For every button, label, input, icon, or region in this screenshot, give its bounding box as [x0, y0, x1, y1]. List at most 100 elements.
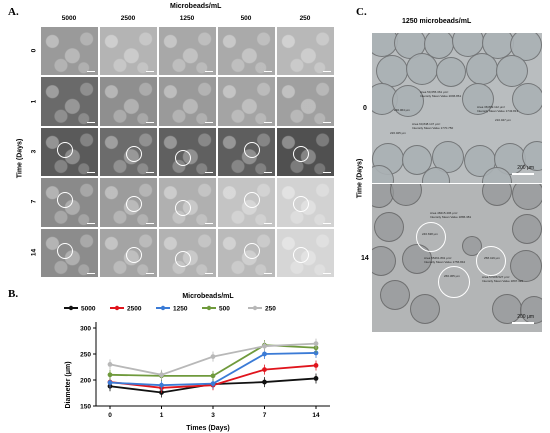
c14-annotation-3: Area 57088.527 μm² Intensity Mean Value …	[482, 275, 524, 283]
scale-bar	[264, 222, 272, 224]
measure-ring	[244, 141, 260, 158]
microbead	[406, 53, 438, 85]
micrograph-day3-1250	[158, 126, 217, 178]
c14-scale-text: 200 μm	[517, 314, 534, 320]
data-point-1250-day-14	[313, 350, 319, 356]
c0-diameter-1: 230.064 μm	[394, 108, 410, 112]
panel-c-letter: C.	[356, 6, 367, 18]
scale-bar	[264, 121, 272, 123]
grid-header: Microbeads/mL	[170, 3, 222, 10]
column-label-5000: 5000	[61, 15, 77, 22]
y-tick-label: 300	[80, 326, 91, 333]
legend-marker-2500	[114, 305, 120, 311]
scale-bar	[205, 222, 213, 224]
micrograph-day0-1250	[158, 26, 217, 77]
microbead	[494, 143, 526, 175]
microbead	[436, 57, 466, 87]
legend-marker-250	[252, 305, 258, 311]
legend-label-5000: 5000	[81, 306, 96, 313]
column-label-250: 250	[299, 15, 311, 22]
microscopy-grid	[40, 26, 336, 278]
scale-bar	[87, 272, 95, 274]
micrograph-day7-500	[217, 177, 276, 228]
microbead	[462, 83, 494, 115]
c0-annotation-3: Area 60,848.147 μm² Intensity Mean Value…	[412, 122, 454, 130]
row-label-day-0: 0	[30, 48, 38, 53]
microbead	[462, 236, 482, 256]
x-tick-label: 0	[108, 412, 112, 419]
microbead	[380, 280, 410, 310]
data-point-2500-day-7	[262, 367, 267, 372]
y-axis-label: Diameter (μm)	[65, 361, 72, 408]
panel-c-row-axis-label: Time (Days)	[356, 158, 364, 199]
micrograph-day14-2500	[99, 227, 158, 278]
c14-measure-ring-1	[416, 222, 446, 252]
measure-ring	[175, 200, 191, 217]
data-point-250-day-7	[262, 343, 267, 349]
micrograph-day14-500	[217, 227, 276, 278]
microbead	[374, 212, 404, 242]
scale-bar	[323, 71, 331, 73]
measure-ring	[126, 196, 142, 213]
micrograph-day1-5000	[40, 76, 99, 127]
c14-annotation-2: Area 55461.891 μm² Intensity Mean Value …	[424, 256, 466, 264]
data-point-1250-day-0	[107, 380, 113, 385]
y-tick-label: 150	[80, 404, 91, 411]
scale-bar	[323, 172, 331, 174]
microbead	[466, 53, 498, 85]
legend-marker-1250	[160, 305, 166, 311]
scale-bar	[264, 172, 272, 174]
c0-annotation-1: Area 59,655.361 μm² Intensity Mean Value…	[420, 90, 462, 98]
micrograph-day7-5000	[40, 177, 99, 228]
microbead	[512, 214, 542, 244]
measure-ring	[126, 246, 142, 263]
scale-bar	[87, 121, 95, 123]
scale-bar	[146, 172, 154, 174]
data-point-250-day-0	[107, 362, 113, 367]
microbead	[402, 244, 432, 274]
c0-scale-bar	[512, 173, 534, 175]
scale-bar	[146, 71, 154, 73]
measure-ring	[293, 145, 309, 162]
c14-annotation-1: Area 48415.406 μm² Intensity Mean Value …	[430, 211, 472, 219]
data-point-2500-day-14	[313, 363, 319, 368]
micrograph-day3-2500	[99, 126, 158, 178]
data-point-500-day-3	[210, 373, 216, 379]
data-point-1250-day-3	[210, 381, 216, 387]
measure-ring	[175, 149, 191, 166]
micrograph-day14-250	[276, 227, 335, 278]
chart-axes: 150 200 250 300 0 1 3 7 14	[80, 322, 330, 419]
scale-bar	[264, 71, 272, 73]
micrograph-day3-5000	[40, 126, 99, 178]
y-tick-label: 200	[80, 378, 91, 385]
x-tick-label: 1	[160, 412, 164, 419]
measure-ring	[244, 242, 260, 259]
diameter-line-chart: Microbeads/mL 5000 2500 1250 500 250 1502002…	[64, 293, 330, 432]
scale-bar	[264, 272, 272, 274]
legend-label-1250: 1250	[173, 306, 188, 313]
data-point-5000-day-7	[262, 379, 267, 385]
microbead	[392, 85, 424, 117]
micrograph-day7-250	[276, 177, 335, 228]
x-axis-label: Times (Days)	[186, 425, 229, 432]
microbead	[496, 55, 528, 87]
data-point-250-day-14	[313, 341, 319, 346]
c14-measure-ring-3	[438, 266, 470, 298]
data-point-250-day-3	[210, 354, 216, 359]
panel-c-title: 1250 microbeads/mL	[402, 18, 472, 25]
micrograph-day3-250	[276, 126, 335, 178]
micrograph-day0-5000	[40, 26, 99, 77]
scale-bar	[87, 71, 95, 73]
microbead	[482, 184, 512, 206]
measure-ring	[175, 250, 191, 267]
micrograph-day0-2500	[99, 26, 158, 77]
data-point-1250-day-7	[262, 351, 267, 357]
grid-row-axis-label: Time (Days)	[16, 138, 24, 179]
scale-bar	[205, 71, 213, 73]
micrograph-day7-2500	[99, 177, 158, 228]
panel-c-row-0: 0	[363, 105, 367, 112]
scale-bar	[205, 121, 213, 123]
micrograph-day0-250	[276, 26, 335, 77]
micrograph-day0-500	[217, 26, 276, 77]
x-tick-label: 7	[263, 412, 267, 419]
